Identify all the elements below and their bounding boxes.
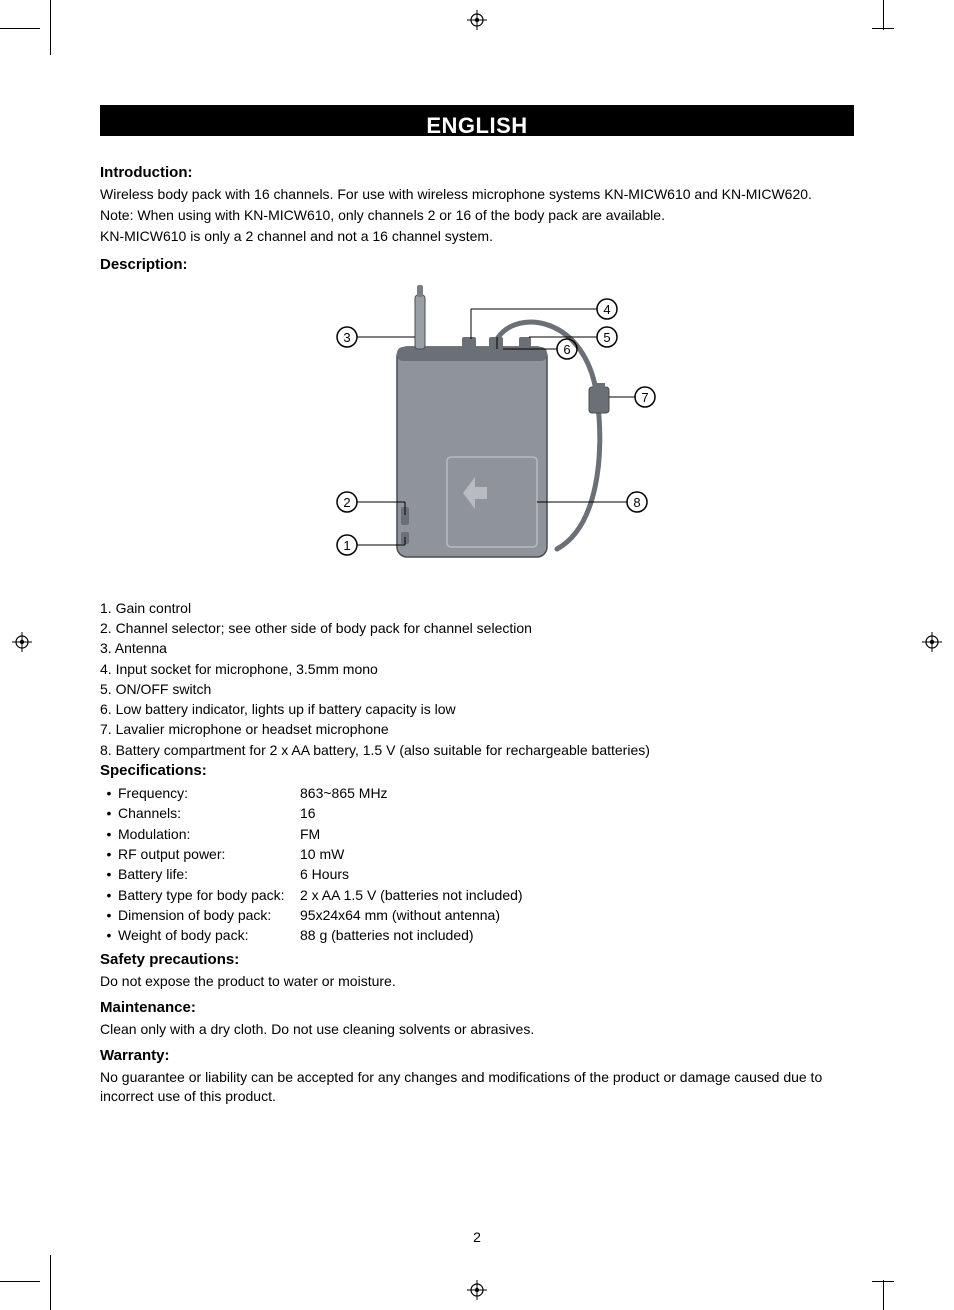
desc-item-3: 3. Antenna [100, 638, 854, 658]
crop-mark [883, 0, 884, 30]
desc-item-2: 2. Channel selector; see other side of b… [100, 618, 854, 638]
maintenance-heading: Maintenance: [100, 999, 854, 1016]
crop-mark [50, 0, 51, 55]
callout-6: 6 [563, 342, 570, 357]
spec-value: 2 x AA 1.5 V (batteries not included) [300, 885, 854, 905]
intro-heading: Introduction: [100, 164, 854, 181]
spec-label: Battery type for body pack: [118, 885, 300, 905]
registration-mark-icon [467, 10, 487, 30]
manual-page: ENGLISH Introduction: Wireless body pack… [0, 0, 954, 1310]
spec-value: 95x24x64 mm (without antenna) [300, 905, 854, 925]
spec-value: 10 mW [300, 844, 854, 864]
spec-value: FM [300, 824, 854, 844]
desc-item-7: 7. Lavalier microphone or headset microp… [100, 719, 854, 739]
callout-2: 2 [343, 495, 350, 510]
bullet-icon: • [100, 803, 118, 823]
intro-p1: Wireless body pack with 16 channels. For… [100, 185, 854, 204]
maintenance-text: Clean only with a dry cloth. Do not use … [100, 1020, 854, 1039]
desc-item-5: 5. ON/OFF switch [100, 679, 854, 699]
registration-mark-icon [467, 1280, 487, 1300]
specs-list: •Frequency:863~865 MHz•Channels:16•Modul… [100, 783, 854, 945]
bullet-icon: • [100, 925, 118, 945]
spec-label: Weight of body pack: [118, 925, 300, 945]
spec-label: Dimension of body pack: [118, 905, 300, 925]
callout-3: 3 [343, 330, 350, 345]
spec-row: •Dimension of body pack:95x24x64 mm (wit… [100, 905, 854, 925]
bullet-icon: • [100, 864, 118, 884]
crop-mark [883, 1280, 884, 1310]
spec-value: 863~865 MHz [300, 783, 854, 803]
language-header: ENGLISH [100, 108, 854, 136]
diagram-svg: 3 4 5 6 7 8 2 [257, 277, 697, 587]
callout-5: 5 [603, 330, 610, 345]
callout-8: 8 [633, 495, 640, 510]
bullet-icon: • [100, 905, 118, 925]
callout-7: 7 [641, 390, 648, 405]
description-list: 1. Gain control 2. Channel selector; see… [100, 598, 854, 760]
bullet-icon: • [100, 824, 118, 844]
bullet-icon: • [100, 783, 118, 803]
spec-row: •Battery life:6 Hours [100, 864, 854, 884]
spec-row: •Frequency:863~865 MHz [100, 783, 854, 803]
warranty-text: No guarantee or liability can be accepte… [100, 1068, 854, 1106]
spec-row: •RF output power:10 mW [100, 844, 854, 864]
spec-label: Frequency: [118, 783, 300, 803]
spec-value: 16 [300, 803, 854, 823]
spec-value: 88 g (batteries not included) [300, 925, 854, 945]
desc-item-4: 4. Input socket for microphone, 3.5mm mo… [100, 659, 854, 679]
spec-row: •Weight of body pack:88 g (batteries not… [100, 925, 854, 945]
spec-label: Channels: [118, 803, 300, 823]
spec-row: •Battery type for body pack:2 x AA 1.5 V… [100, 885, 854, 905]
spec-row: •Channels:16 [100, 803, 854, 823]
registration-mark-icon [12, 632, 32, 652]
crop-mark [50, 1255, 51, 1310]
crop-mark [0, 1281, 40, 1282]
bullet-icon: • [100, 885, 118, 905]
spec-label: Modulation: [118, 824, 300, 844]
device-diagram: 3 4 5 6 7 8 2 [100, 277, 854, 590]
intro-p2: Note: When using with KN-MICW610, only c… [100, 206, 854, 225]
crop-mark [872, 1281, 894, 1282]
description-heading: Description: [100, 256, 854, 273]
intro-p3: KN-MICW610 is only a 2 channel and not a… [100, 227, 854, 246]
spec-label: RF output power: [118, 844, 300, 864]
desc-item-1: 1. Gain control [100, 598, 854, 618]
desc-item-6: 6. Low battery indicator, lights up if b… [100, 699, 854, 719]
warranty-heading: Warranty: [100, 1047, 854, 1064]
callout-1: 1 [343, 538, 350, 553]
spec-row: •Modulation:FM [100, 824, 854, 844]
page-number: 2 [0, 1229, 954, 1245]
spec-label: Battery life: [118, 864, 300, 884]
callout-4: 4 [603, 302, 610, 317]
crop-mark [872, 28, 894, 29]
registration-mark-icon [922, 632, 942, 652]
safety-heading: Safety precautions: [100, 951, 854, 968]
spec-value: 6 Hours [300, 864, 854, 884]
crop-mark [0, 28, 40, 29]
specs-heading: Specifications: [100, 762, 854, 779]
bullet-icon: • [100, 844, 118, 864]
safety-text: Do not expose the product to water or mo… [100, 972, 854, 991]
desc-item-8: 8. Battery compartment for 2 x AA batter… [100, 740, 854, 760]
